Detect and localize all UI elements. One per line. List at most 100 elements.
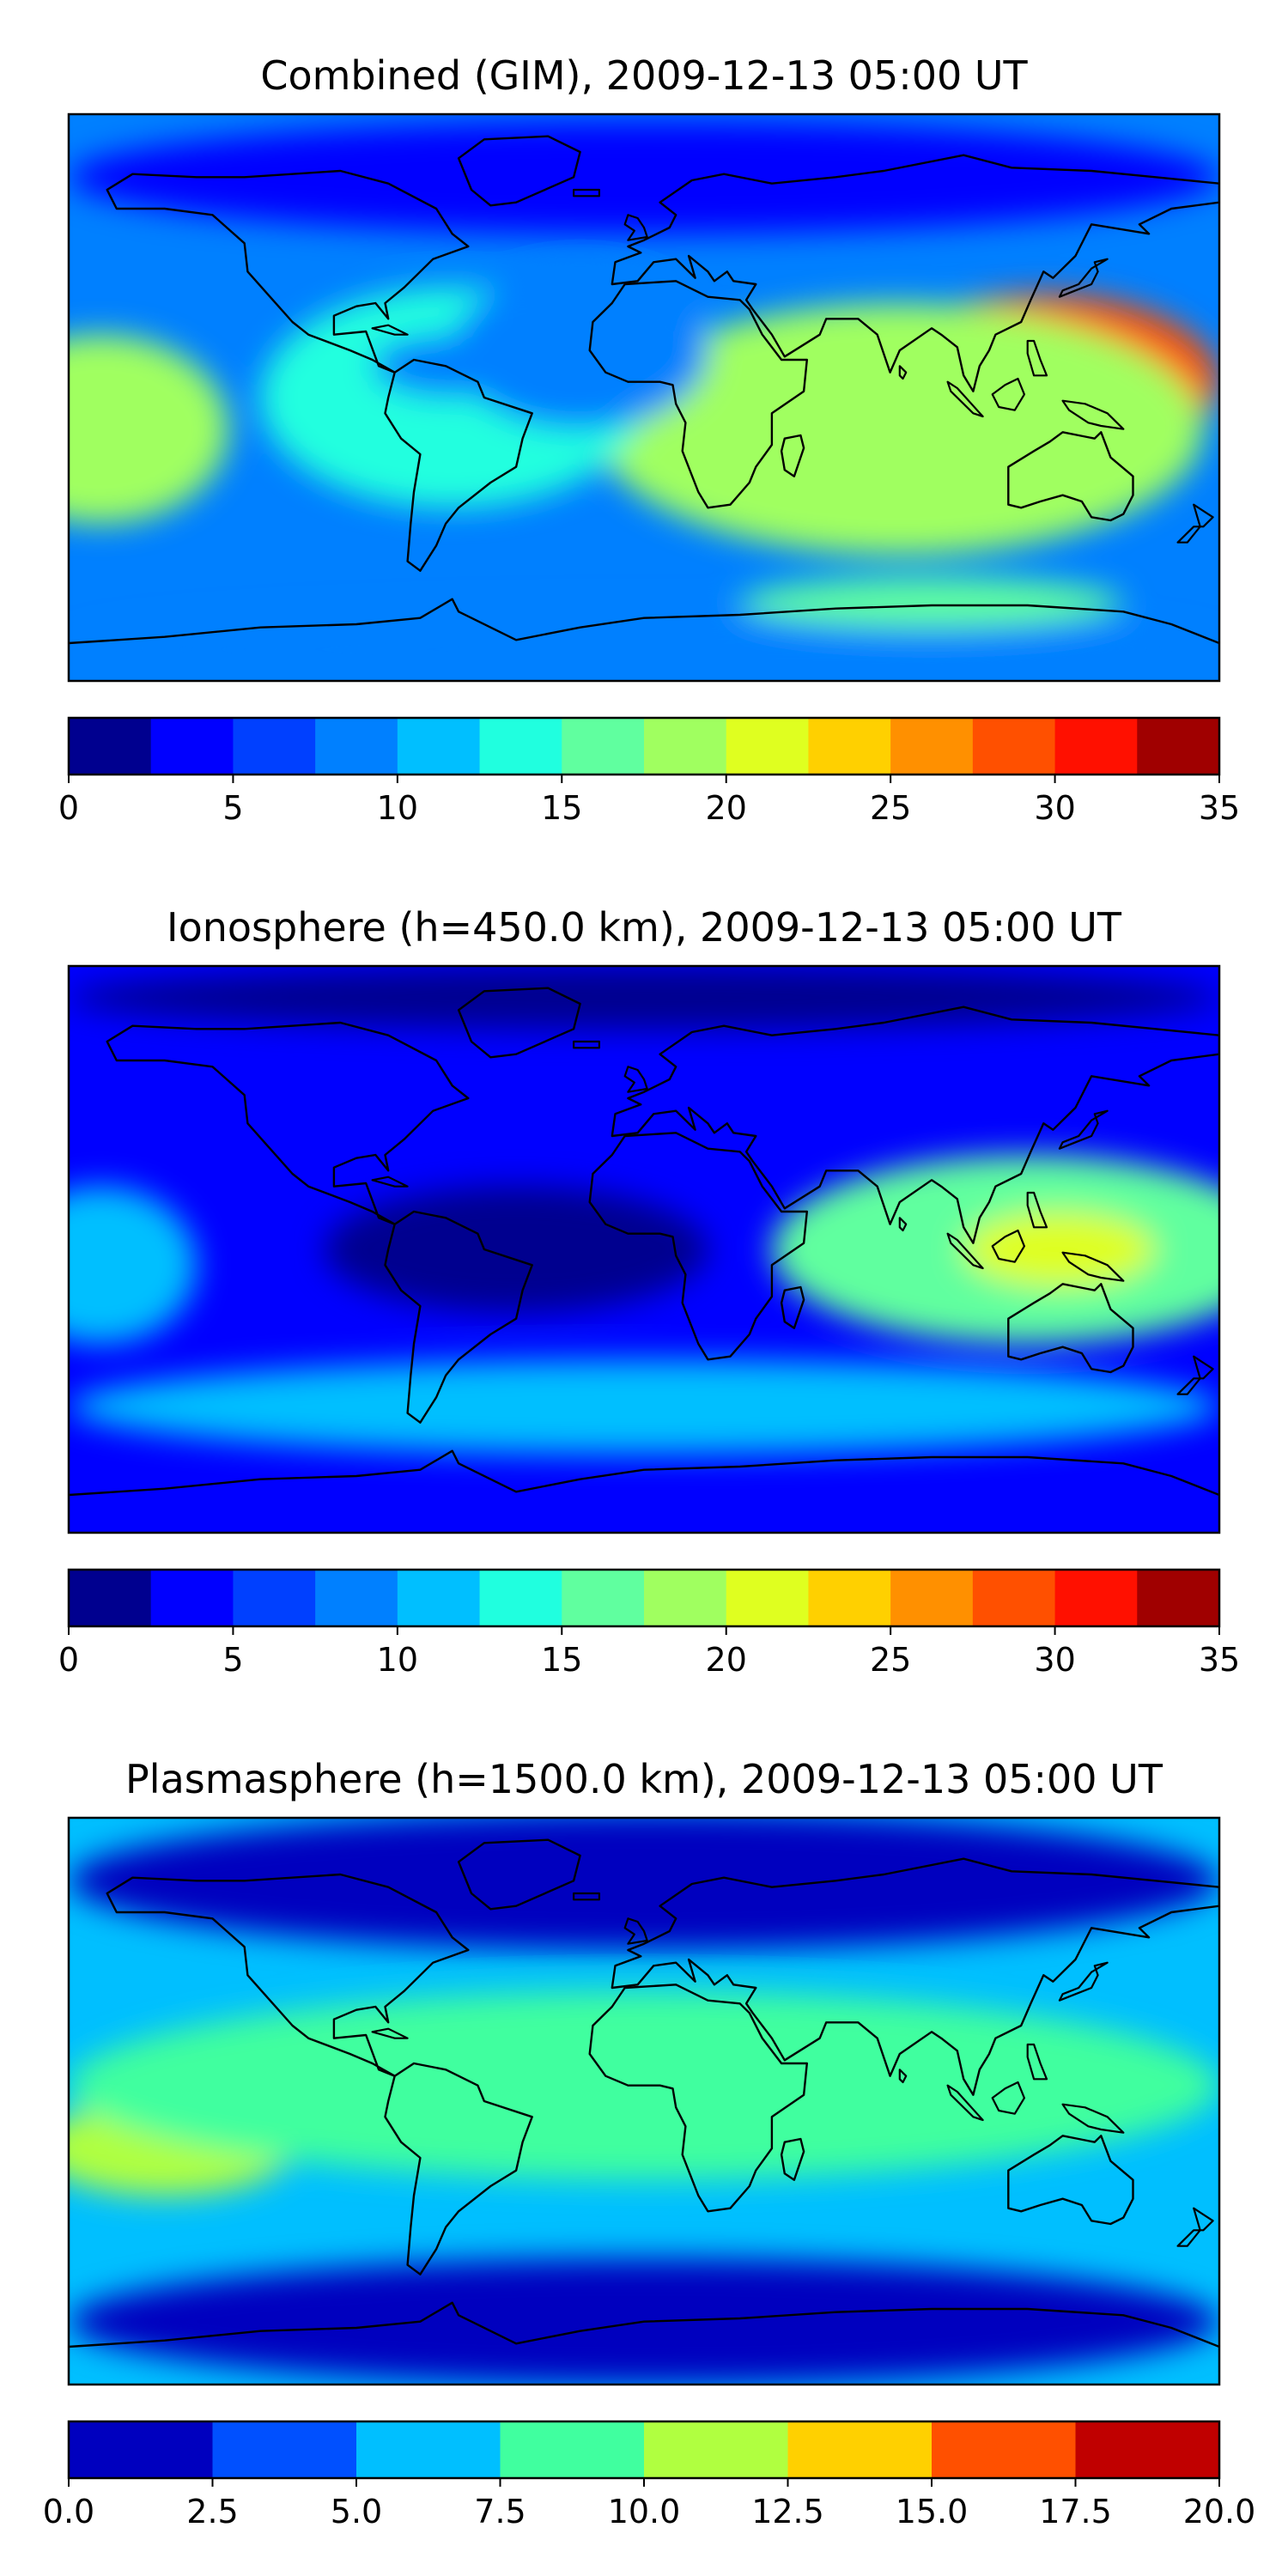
- coastline-greenland: [457, 135, 581, 207]
- panel-1-coastlines: [69, 135, 1219, 645]
- coastline-australia: [1007, 1283, 1134, 1374]
- coastline-new-zealand: [1176, 1355, 1214, 1395]
- coastline-greenland: [457, 987, 581, 1059]
- colorbar-tick-label: 5.0: [331, 2493, 382, 2530]
- coastline-sri-lanka: [898, 2069, 908, 2084]
- coastline-north-america: [106, 169, 470, 374]
- colorbar-tick-label: 5: [222, 789, 243, 827]
- colorbar-segment: [562, 718, 645, 775]
- coastline-new-guinea: [1061, 399, 1125, 430]
- coastline-antarctica-edge: [69, 598, 1219, 645]
- coastline-iceland: [572, 1040, 601, 1049]
- colorbar-segment: [500, 2421, 645, 2478]
- coastline-sumatra: [946, 1232, 984, 1270]
- colorbar-segment: [890, 718, 974, 775]
- panel-3-colorbar: 0.0 2.5 5.0 7.5 10.0 12.5 15.0 17.5 20.0: [43, 2420, 1256, 2530]
- colorbar-tick-label: 12.5: [751, 2493, 824, 2530]
- field-region-3: [69, 1818, 1219, 1950]
- colorbar-segment: [150, 1570, 234, 1626]
- colorbar-tick-label: 20: [706, 1641, 747, 1679]
- coastline-cuba: [371, 324, 409, 336]
- colorbar-segment: [212, 2421, 357, 2478]
- coastline-africa: [588, 1132, 808, 1361]
- coastline-new-zealand: [1176, 2207, 1214, 2247]
- panel-3-coastlines: [69, 1838, 1219, 2348]
- panel-1-frame: [67, 112, 1221, 683]
- colorbar-segment: [1054, 1570, 1138, 1626]
- colorbar-segment: [1054, 718, 1138, 775]
- colorbar-segment: [1137, 1570, 1220, 1626]
- panel-2-title: Ionosphere (h=450.0 km), 2009-12-13 05:0…: [167, 904, 1122, 951]
- coastline-new-guinea: [1061, 1251, 1125, 1282]
- coastline-south-america: [384, 358, 533, 572]
- colorbar-segment: [315, 1570, 398, 1626]
- field-region-2: [69, 1186, 197, 1344]
- colorbar-tick-label: 15.0: [896, 2493, 969, 2530]
- colorbar-tick-label: 10: [377, 1641, 418, 1679]
- colorbar-segment: [69, 1570, 152, 1626]
- colorbar-tick-label: 7.5: [474, 2493, 526, 2530]
- field-region-1: [963, 1212, 1156, 1287]
- colorbar-segment: [150, 718, 234, 775]
- coastline-borneo: [991, 377, 1026, 411]
- coastline-borneo: [991, 2081, 1026, 2115]
- colorbar-segment: [315, 718, 398, 775]
- coastline-great-britain: [623, 214, 648, 241]
- colorbar-tick-label: 30: [1034, 1641, 1075, 1679]
- coastline-australia: [1007, 431, 1134, 522]
- panel-1-map: [69, 114, 1219, 681]
- panel-3-map: [69, 1818, 1219, 2385]
- coastline-new-guinea: [1061, 2103, 1125, 2134]
- colorbar-segment: [808, 718, 891, 775]
- panel-3-title: Plasmasphere (h=1500.0 km), 2009-12-13 0…: [125, 1756, 1163, 1802]
- coastline-sumatra: [946, 380, 984, 418]
- coastline-south-america: [384, 2062, 533, 2275]
- coastline-great-britain: [623, 1917, 648, 1945]
- coastline-sri-lanka: [898, 1217, 908, 1232]
- colorbar-tick-label: 17.5: [1039, 2493, 1112, 2530]
- coastline-africa: [588, 280, 808, 509]
- colorbar-tick-label: 15: [541, 789, 582, 827]
- coastline-madagascar: [780, 2137, 805, 2181]
- coastline-philippines: [1026, 1191, 1048, 1229]
- colorbar-tick-label: 25: [870, 1641, 911, 1679]
- colorbar-tick-label: 20: [706, 789, 747, 827]
- colorbar-segment: [787, 2421, 933, 2478]
- coastline-madagascar: [780, 434, 805, 477]
- colorbar-segment: [397, 1570, 481, 1626]
- colorbar-tick-label: 0: [58, 789, 79, 827]
- field-region-2: [596, 303, 1204, 556]
- coastline-south-america: [384, 1210, 533, 1424]
- coastline-africa: [588, 1984, 808, 2213]
- panel-2-coastlines: [69, 987, 1219, 1497]
- colorbar-segment: [644, 1570, 727, 1626]
- colorbar-segment: [69, 2421, 214, 2478]
- colorbar-segment: [1075, 2421, 1220, 2478]
- colorbar-tick-label: 35: [1199, 789, 1240, 827]
- coastline-eurasia: [611, 1857, 1219, 2096]
- colorbar-tick-label: 20.0: [1183, 2493, 1256, 2530]
- coastline-cuba: [371, 2027, 409, 2039]
- colorbar-segment: [1137, 718, 1220, 775]
- colorbar-segment: [972, 718, 1056, 775]
- colorbar-segment: [808, 1570, 891, 1626]
- coastline-eurasia: [611, 1005, 1219, 1244]
- colorbar-segment: [890, 1570, 974, 1626]
- coastline-japan: [1058, 1109, 1109, 1150]
- coastline-madagascar: [780, 1285, 805, 1329]
- colorbar-segment: [932, 2421, 1077, 2478]
- coastline-japan: [1058, 1961, 1109, 2002]
- coastline-borneo: [991, 1229, 1026, 1263]
- panel-3-frame: [67, 1816, 1221, 2386]
- field-region-8: [69, 611, 1219, 681]
- colorbar-tick-label: 10.0: [608, 2493, 681, 2530]
- colorbar-segment: [479, 718, 562, 775]
- coastline-antarctica-edge: [69, 1449, 1219, 1497]
- colorbar-tick-label: 30: [1034, 789, 1075, 827]
- coastline-north-america: [106, 1021, 470, 1225]
- colorbar-segment: [233, 718, 316, 775]
- coastline-eurasia: [611, 154, 1219, 392]
- coastline-sri-lanka: [898, 365, 908, 380]
- colorbar-tick-label: 15: [541, 1641, 582, 1679]
